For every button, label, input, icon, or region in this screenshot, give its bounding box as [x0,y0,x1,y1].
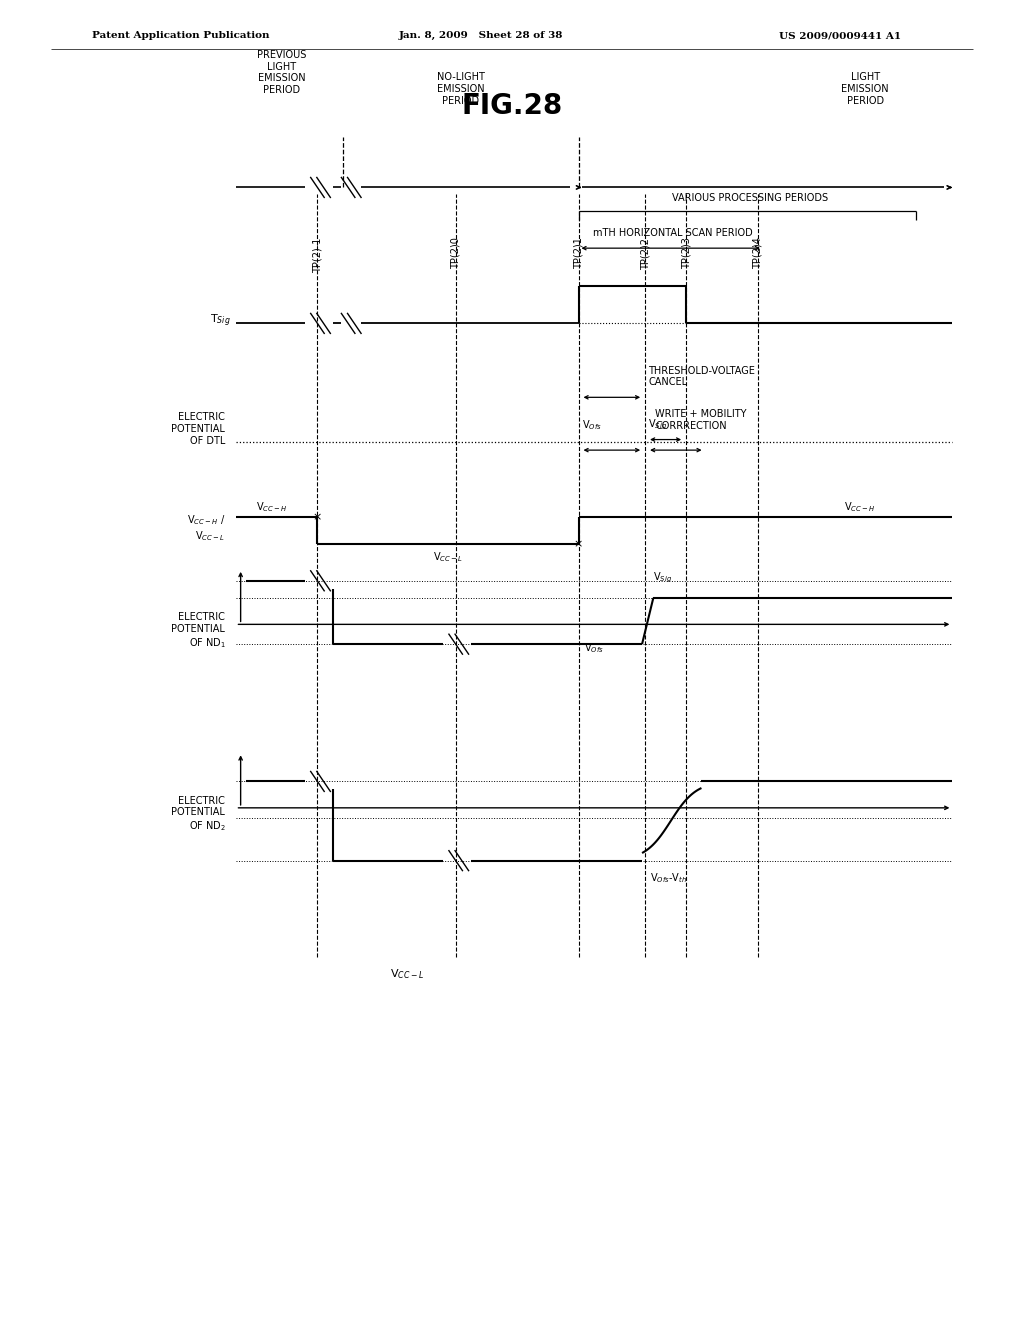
Text: FIG.28: FIG.28 [462,91,562,120]
Text: NO-LIGHT
EMISSION
PERIOD: NO-LIGHT EMISSION PERIOD [437,73,484,106]
Text: TP(2)2: TP(2)2 [640,238,650,269]
Text: TP(2)1: TP(2)1 [573,238,584,269]
Text: V$_{CC-H}$: V$_{CC-H}$ [256,500,287,513]
Text: PREVIOUS
LIGHT
EMISSION
PERIOD: PREVIOUS LIGHT EMISSION PERIOD [257,50,306,95]
Text: V$_{Ofs}$: V$_{Ofs}$ [582,418,601,432]
Text: V$_{Ofs}$-V$_{th}$: V$_{Ofs}$-V$_{th}$ [650,871,687,884]
Text: TP(2)3: TP(2)3 [681,238,691,269]
Text: V$_{Ofs}$: V$_{Ofs}$ [584,642,603,655]
Text: US 2009/0009441 A1: US 2009/0009441 A1 [779,32,901,40]
Text: V$_{Sig}$: V$_{Sig}$ [648,417,668,432]
Text: ×: × [573,539,584,549]
Text: V$_{Sig}$: V$_{Sig}$ [653,570,673,585]
Text: V$_{CC-H}$ /
V$_{CC-L}$: V$_{CC-H}$ / V$_{CC-L}$ [186,513,225,543]
Text: TP(2)-1: TP(2)-1 [312,238,323,273]
Text: V$_{CC-L}$: V$_{CC-L}$ [390,968,424,981]
Text: Patent Application Publication: Patent Application Publication [92,32,269,40]
Text: mTH HORIZONTAL SCAN PERIOD: mTH HORIZONTAL SCAN PERIOD [593,227,754,238]
Text: V$_{CC-L}$: V$_{CC-L}$ [433,550,463,564]
Text: V$_{CC-H}$: V$_{CC-H}$ [845,500,876,513]
Text: ELECTRIC
POTENTIAL
OF ND$_2$: ELECTRIC POTENTIAL OF ND$_2$ [171,796,225,833]
Text: LIGHT
EMISSION
PERIOD: LIGHT EMISSION PERIOD [842,73,889,106]
Text: ELECTRIC
POTENTIAL
OF DTL: ELECTRIC POTENTIAL OF DTL [171,412,225,446]
Text: T$_{Sig}$: T$_{Sig}$ [210,313,230,329]
Text: ×: × [312,512,323,523]
Text: ELECTRIC
POTENTIAL
OF ND$_1$: ELECTRIC POTENTIAL OF ND$_1$ [171,612,225,649]
Text: TP(2)4: TP(2)4 [753,238,763,269]
Text: VARIOUS PROCESSING PERIODS: VARIOUS PROCESSING PERIODS [672,193,828,203]
Text: Jan. 8, 2009   Sheet 28 of 38: Jan. 8, 2009 Sheet 28 of 38 [399,32,563,40]
Text: THRESHOLD-VOLTAGE
CANCEL: THRESHOLD-VOLTAGE CANCEL [648,366,755,387]
Text: WRITE + MOBILITY
CORRRECTION: WRITE + MOBILITY CORRRECTION [655,409,746,430]
Text: TP(2)0: TP(2)0 [451,238,461,269]
